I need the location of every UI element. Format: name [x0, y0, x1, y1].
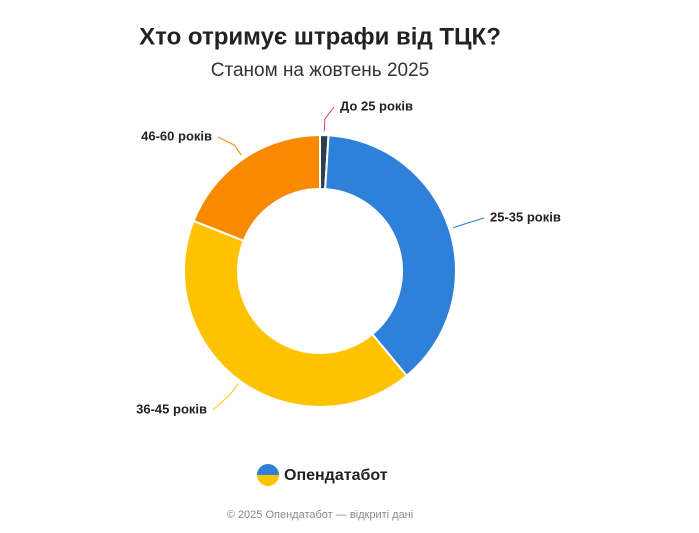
brand-logo	[257, 464, 279, 486]
leader-line	[452, 217, 485, 229]
footer: © 2025 Опендатабот — відкриті дані	[227, 509, 413, 521]
donut-segment	[183, 219, 409, 408]
leader-line	[323, 106, 335, 132]
chart-subtitle: Станом на жовтень 2025	[211, 60, 429, 81]
leader-line	[217, 136, 242, 156]
brand-name: Опендатабот	[284, 467, 388, 484]
donut-segment	[324, 134, 457, 378]
data-label: До 25 років	[340, 98, 413, 113]
data-label: 36-45 років	[136, 401, 207, 416]
donut-segment	[192, 133, 321, 243]
chart-title: Хто отримує штрафи від ТЦК?	[139, 23, 501, 50]
leader-line	[212, 383, 239, 411]
data-label: 46-60 років	[141, 128, 212, 143]
data-label: 25-35 років	[490, 209, 561, 224]
